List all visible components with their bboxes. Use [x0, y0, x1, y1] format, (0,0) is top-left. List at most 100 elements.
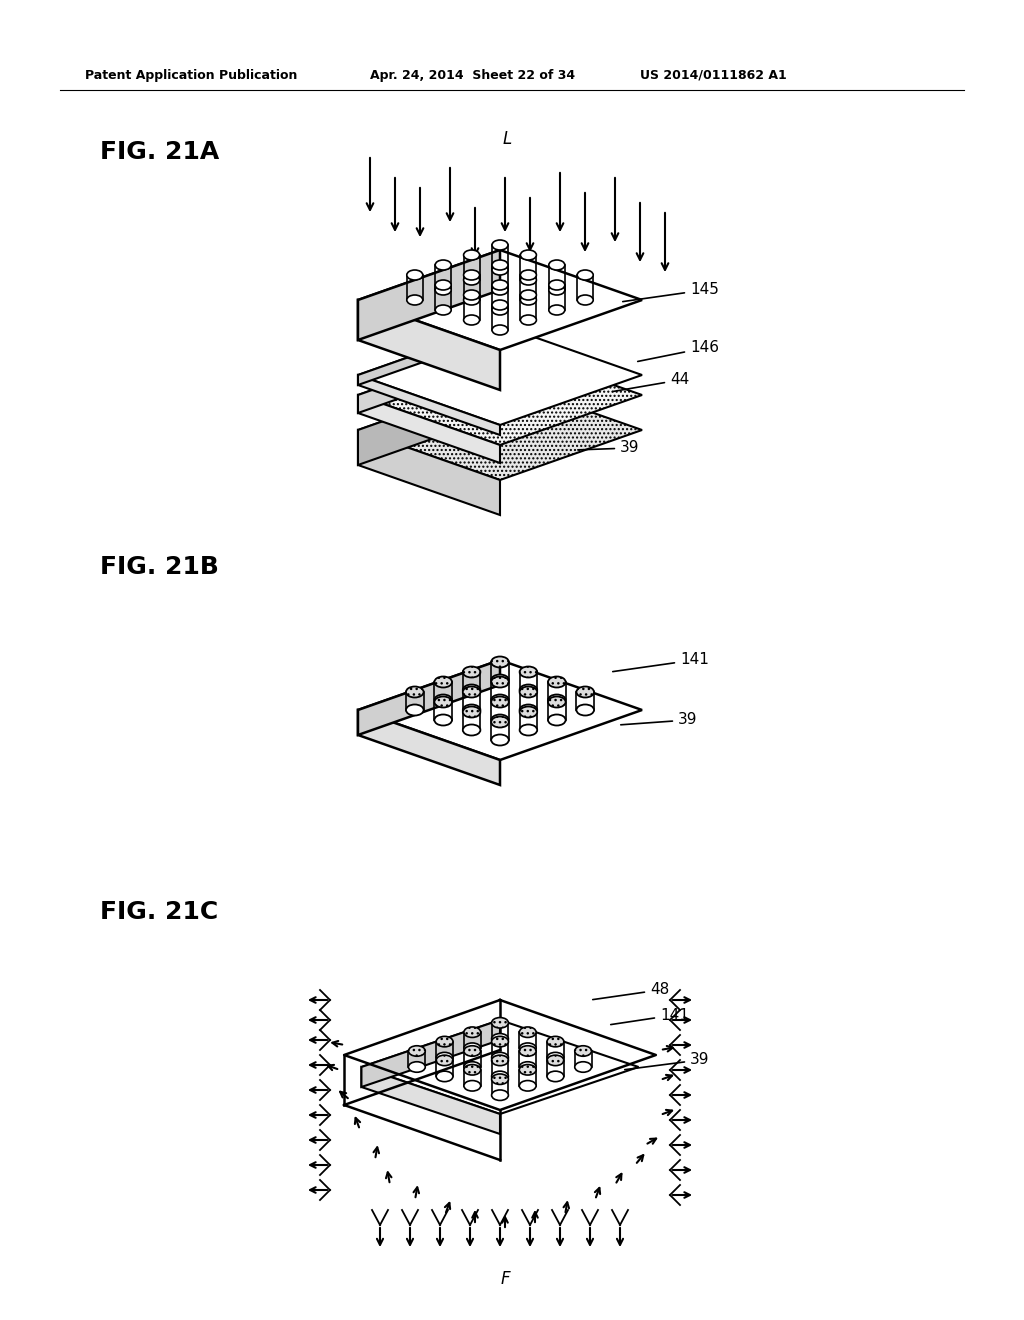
Ellipse shape	[492, 305, 508, 315]
Ellipse shape	[463, 686, 480, 697]
Ellipse shape	[463, 725, 480, 735]
Ellipse shape	[435, 285, 452, 294]
Ellipse shape	[492, 1090, 508, 1101]
Text: 39: 39	[621, 713, 697, 727]
Polygon shape	[358, 300, 500, 389]
Ellipse shape	[492, 714, 509, 726]
Text: 141: 141	[612, 652, 709, 672]
Polygon shape	[358, 710, 500, 785]
Ellipse shape	[464, 1081, 480, 1092]
Ellipse shape	[464, 249, 479, 260]
Ellipse shape	[519, 1043, 537, 1053]
Ellipse shape	[492, 656, 509, 668]
Ellipse shape	[548, 676, 565, 688]
Ellipse shape	[436, 1071, 453, 1081]
Text: Patent Application Publication: Patent Application Publication	[85, 69, 297, 82]
Ellipse shape	[574, 1061, 592, 1072]
Polygon shape	[358, 345, 500, 413]
Ellipse shape	[519, 1064, 537, 1074]
Ellipse shape	[492, 1071, 508, 1081]
Ellipse shape	[409, 1045, 425, 1056]
Ellipse shape	[520, 271, 537, 280]
Ellipse shape	[492, 1074, 508, 1085]
Polygon shape	[358, 430, 500, 515]
Ellipse shape	[492, 1055, 508, 1065]
Ellipse shape	[464, 1043, 480, 1053]
Ellipse shape	[520, 249, 537, 260]
Text: L: L	[503, 129, 512, 148]
Polygon shape	[358, 249, 642, 350]
Ellipse shape	[492, 280, 508, 290]
Ellipse shape	[463, 705, 480, 715]
Ellipse shape	[548, 714, 565, 726]
Ellipse shape	[492, 697, 509, 708]
Ellipse shape	[407, 294, 423, 305]
Ellipse shape	[435, 260, 452, 271]
Ellipse shape	[520, 315, 537, 325]
Text: Apr. 24, 2014  Sheet 22 of 34: Apr. 24, 2014 Sheet 22 of 34	[370, 69, 575, 82]
Polygon shape	[358, 375, 500, 436]
Ellipse shape	[434, 694, 452, 705]
Ellipse shape	[549, 280, 565, 290]
Text: 146: 146	[638, 341, 719, 362]
Ellipse shape	[577, 705, 594, 715]
Text: FIG. 21A: FIG. 21A	[100, 140, 219, 164]
Ellipse shape	[519, 705, 538, 715]
Text: FIG. 21B: FIG. 21B	[100, 554, 219, 579]
Ellipse shape	[434, 676, 452, 688]
Ellipse shape	[492, 285, 508, 294]
Ellipse shape	[519, 706, 538, 718]
Text: 39: 39	[625, 1052, 710, 1069]
Ellipse shape	[492, 694, 509, 705]
Ellipse shape	[549, 260, 565, 271]
Ellipse shape	[464, 1027, 480, 1038]
Text: 44: 44	[612, 372, 689, 392]
Ellipse shape	[519, 1045, 537, 1056]
Polygon shape	[361, 1067, 500, 1134]
Ellipse shape	[436, 1052, 453, 1063]
Ellipse shape	[547, 1071, 564, 1081]
Ellipse shape	[464, 315, 479, 325]
Text: F: F	[500, 1270, 510, 1288]
Ellipse shape	[492, 1052, 508, 1063]
Ellipse shape	[520, 294, 537, 305]
Ellipse shape	[464, 1061, 480, 1072]
Ellipse shape	[574, 1045, 592, 1056]
Ellipse shape	[492, 325, 508, 335]
Ellipse shape	[577, 686, 594, 697]
Ellipse shape	[492, 1018, 508, 1028]
Ellipse shape	[464, 294, 479, 305]
Ellipse shape	[492, 675, 509, 685]
Ellipse shape	[435, 305, 452, 315]
Ellipse shape	[519, 1027, 537, 1038]
Text: 48: 48	[593, 982, 670, 999]
Polygon shape	[358, 249, 500, 341]
Ellipse shape	[434, 697, 452, 708]
Text: US 2014/0111862 A1: US 2014/0111862 A1	[640, 69, 786, 82]
Ellipse shape	[492, 676, 509, 688]
Ellipse shape	[464, 271, 479, 280]
Text: 145: 145	[623, 282, 719, 301]
Ellipse shape	[464, 1045, 480, 1056]
Ellipse shape	[547, 1052, 564, 1063]
Ellipse shape	[464, 275, 479, 285]
Polygon shape	[358, 325, 642, 425]
Ellipse shape	[578, 271, 593, 280]
Ellipse shape	[492, 1036, 508, 1047]
Ellipse shape	[463, 706, 480, 718]
Ellipse shape	[464, 290, 479, 300]
Ellipse shape	[492, 717, 509, 727]
Ellipse shape	[409, 1061, 425, 1072]
Ellipse shape	[519, 685, 538, 696]
Ellipse shape	[520, 290, 537, 300]
Ellipse shape	[492, 734, 509, 746]
Polygon shape	[358, 345, 642, 445]
Ellipse shape	[519, 686, 538, 697]
Ellipse shape	[436, 1036, 453, 1047]
Ellipse shape	[463, 685, 480, 696]
Polygon shape	[358, 380, 642, 480]
Ellipse shape	[549, 305, 565, 315]
Ellipse shape	[492, 1034, 508, 1044]
Ellipse shape	[547, 1036, 564, 1047]
Ellipse shape	[519, 667, 538, 677]
